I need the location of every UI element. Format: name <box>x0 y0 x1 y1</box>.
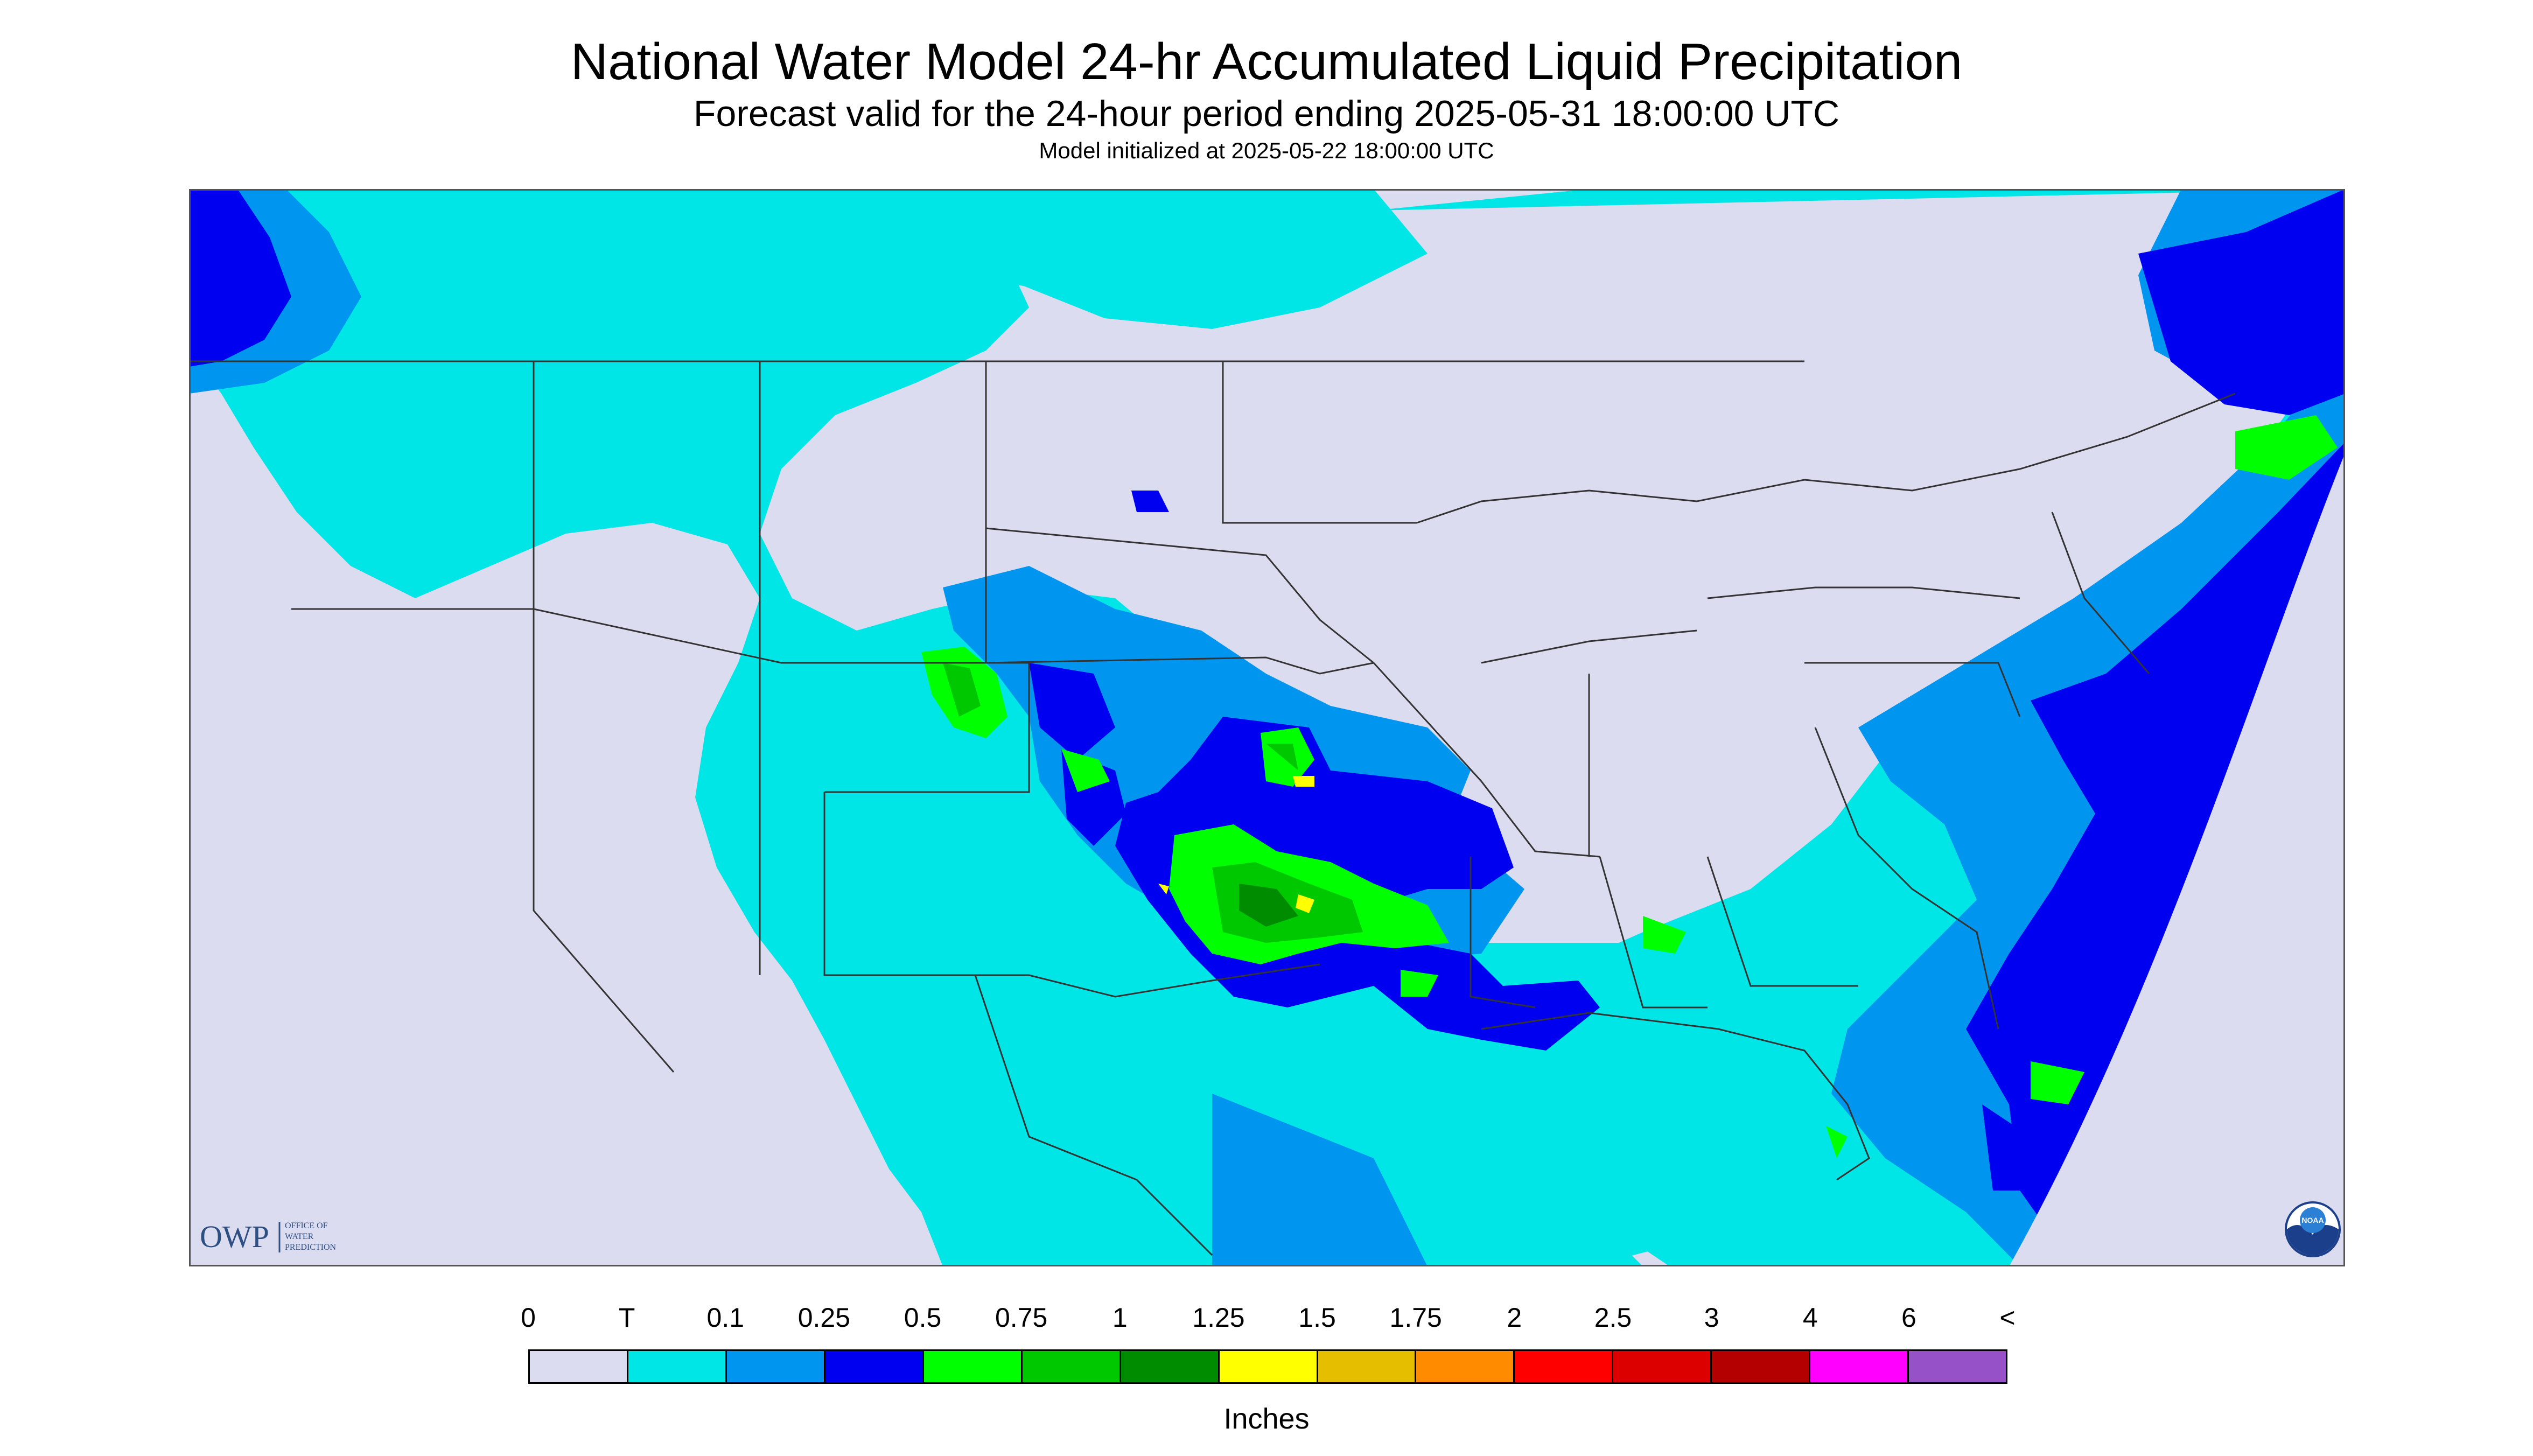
legend-tick-label: 2 <box>1507 1303 1522 1333</box>
legend-tick-label: 1.5 <box>1298 1303 1336 1333</box>
owp-logo: OWP OFFICE OF WATER PREDICTION <box>200 1219 337 1254</box>
legend-swatch <box>530 1351 628 1382</box>
legend-colorbar <box>528 1349 2007 1384</box>
legend-tick-label: 2.5 <box>1594 1303 1632 1333</box>
legend-swatch <box>1219 1351 1318 1382</box>
legend-tick-label: 0.1 <box>706 1303 745 1333</box>
legend-tick-label: 0 <box>521 1303 536 1333</box>
legend-tick-label: 0.25 <box>797 1303 851 1333</box>
legend-tick-label: < <box>1999 1303 2016 1333</box>
legend-tick-label: 1.25 <box>1192 1303 1245 1333</box>
legend-swatch <box>1515 1351 1614 1382</box>
moderate-precip-area <box>189 189 2345 1266</box>
legend-tick-label: 3 <box>1704 1303 1719 1333</box>
noaa-text: NOAA <box>2301 1216 2324 1224</box>
map-subtitle: Forecast valid for the 24-hour period en… <box>693 93 1840 134</box>
owp-text-line-2: WATER <box>285 1232 314 1241</box>
legend-swatch <box>628 1351 727 1382</box>
noaa-logo: NOAA <box>2285 1201 2341 1257</box>
legend-tick-label: 1.75 <box>1389 1303 1442 1333</box>
legend-swatch <box>923 1351 1023 1382</box>
legend-swatch <box>726 1351 825 1382</box>
legend-swatch <box>825 1351 924 1382</box>
legend-tick-label: 1 <box>1112 1303 1128 1333</box>
legend-tick-label: 6 <box>1901 1303 1916 1333</box>
legend-swatch <box>1416 1351 1515 1382</box>
border-lines <box>189 360 2236 1256</box>
legend-swatch <box>1909 1351 2006 1382</box>
legend-tick-label: 4 <box>1802 1303 1818 1333</box>
peak-precip-area <box>1158 776 1314 913</box>
extreme-precip-area <box>1239 884 1298 927</box>
legend-units: Inches <box>1223 1403 1310 1435</box>
legend-swatch <box>1712 1351 1811 1382</box>
legend-tick-labels: 0 T 0.1 0.25 0.5 0.75 1 1.25 1.5 1.75 2 2.5 3 4 6 < <box>0 1302 2533 1345</box>
owp-text-line-3: PREDICTION <box>285 1243 337 1252</box>
legend-tick-label: T <box>618 1303 635 1333</box>
legend-swatch <box>1613 1351 1712 1382</box>
owp-mark: OWP <box>200 1219 269 1254</box>
legend-swatch <box>1022 1351 1121 1382</box>
legend-swatch <box>1121 1351 1220 1382</box>
owp-text-line-1: OFFICE OF <box>285 1221 328 1230</box>
legend-swatch <box>1810 1351 1909 1382</box>
map-title: National Water Model 24-hr Accumulated L… <box>570 33 1963 90</box>
model-init-line: Model initialized at 2025-05-22 18:00:00… <box>1039 138 1494 163</box>
out-of-domain-area <box>189 453 2345 1266</box>
precipitation-map: OWP OFFICE OF WATER PREDICTION NOAA <box>189 189 2345 1266</box>
legend-tick-label: 0.75 <box>995 1303 1048 1333</box>
legend-tick-label: 0.5 <box>904 1303 942 1333</box>
legend-swatch <box>1318 1351 1417 1382</box>
